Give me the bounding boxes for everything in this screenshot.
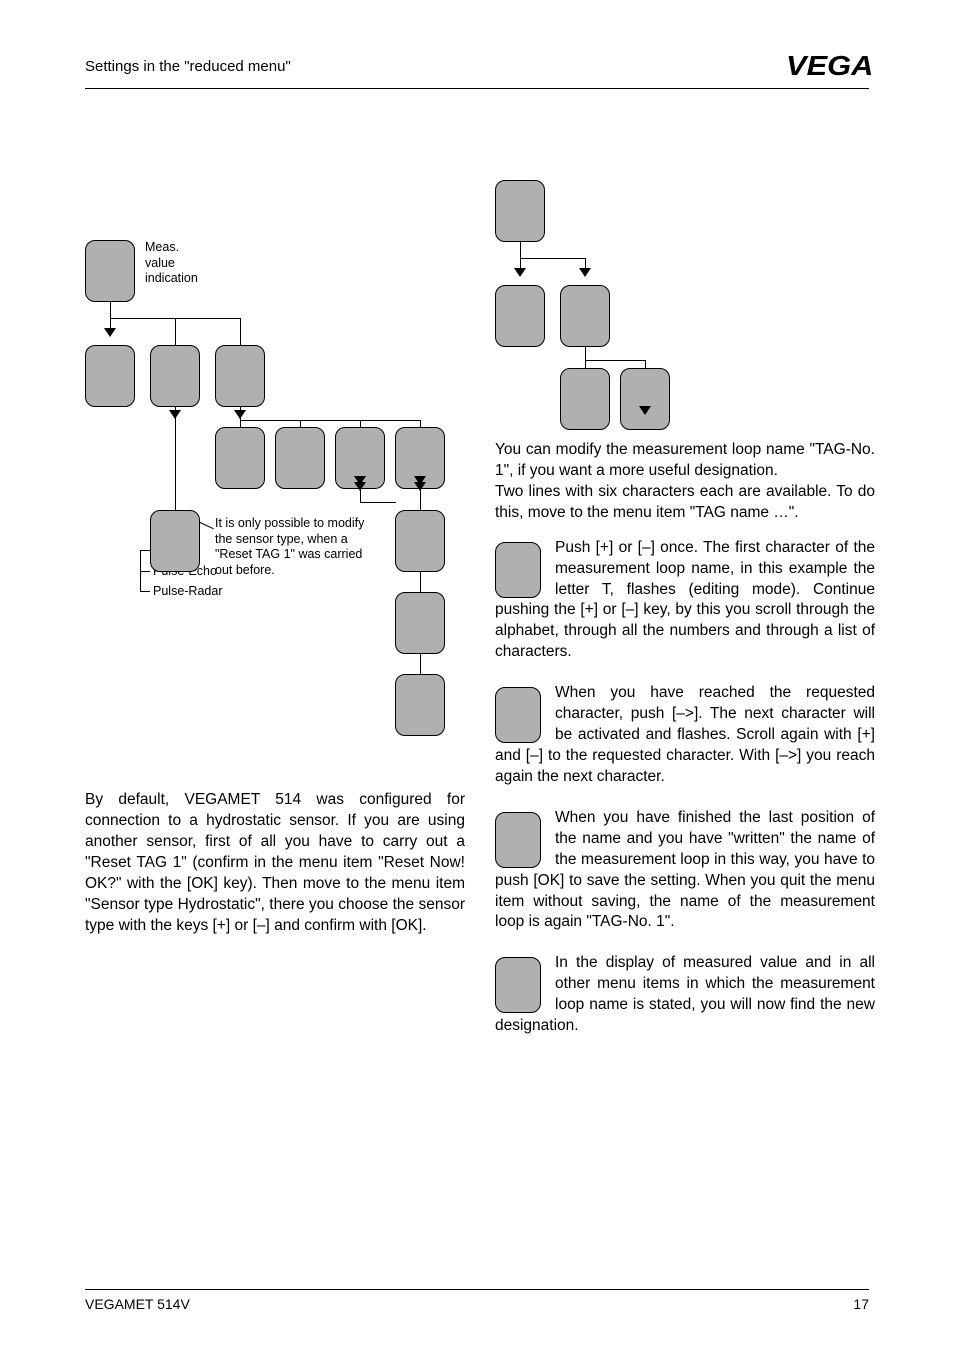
footer-left: VEGAMET 514V: [85, 1296, 190, 1312]
page-header: Settings in the "reduced menu" VEGA: [85, 50, 869, 89]
right-block-6: In the display of measured value and in …: [495, 953, 875, 1037]
right-paragraph-5: When you have finished the last position…: [495, 809, 875, 931]
flow-node: [215, 427, 265, 489]
header-title: Settings in the "reduced menu": [85, 58, 291, 75]
button-icon: [495, 812, 541, 868]
page-footer: VEGAMET 514V 17: [85, 1289, 869, 1312]
right-paragraph-6: In the display of measured value and in …: [495, 954, 875, 1034]
flow-node: [495, 285, 545, 347]
button-icon: [495, 687, 541, 743]
connector-line: [360, 489, 361, 503]
connector-line: [585, 347, 586, 368]
content-area: Meas. value indication It is only possib…: [85, 180, 869, 1272]
arrow-down-icon: [169, 410, 181, 419]
connector-line: [240, 420, 421, 421]
right-block-4: When you have reached the requested char…: [495, 683, 875, 788]
flow-node: [215, 345, 265, 407]
flow-node: [85, 240, 135, 302]
right-paragraph-1: You can modify the measurement loop name…: [495, 440, 875, 482]
arrow-down-icon: [514, 268, 526, 277]
right-paragraph-2: Two lines with six characters each are a…: [495, 482, 875, 524]
modify-note: It is only possible to modify the sensor…: [215, 516, 415, 579]
connector-line: [520, 242, 521, 270]
connector-line: [420, 572, 421, 592]
flow-node: [560, 368, 610, 430]
connector-line: [520, 258, 586, 259]
button-icon: [495, 542, 541, 598]
meas-value-label: Meas. value indication: [145, 240, 198, 287]
left-flow-diagram: Meas. value indication It is only possib…: [85, 180, 465, 750]
flow-node: [620, 368, 670, 430]
button-icon: [495, 957, 541, 1013]
right-block-3: Push [+] or [–] once. The first characte…: [495, 538, 875, 664]
right-paragraph-3: Push [+] or [–] once. The first characte…: [495, 539, 875, 661]
connector-line: [140, 550, 141, 592]
arrow-down-icon: [234, 410, 246, 419]
right-column: You can modify the measurement loop name…: [495, 180, 875, 1057]
connector-line: [360, 502, 396, 503]
right-flow-diagram: [495, 180, 875, 440]
logo: VEGA: [786, 50, 873, 82]
connector-line: [240, 318, 241, 346]
flow-node: [395, 592, 445, 654]
pulse-radar-label: Pulse-Radar: [153, 584, 222, 600]
connector-line: [110, 302, 111, 330]
connector-line: [585, 360, 646, 361]
connector-line: [140, 550, 150, 551]
footer-right: 17: [853, 1296, 869, 1312]
flow-node: [495, 180, 545, 242]
note-pointer-line: [200, 522, 214, 529]
right-paragraph-4: When you have reached the requested char…: [495, 684, 875, 785]
flow-node: [150, 510, 200, 572]
connector-line: [420, 489, 421, 510]
connector-line: [140, 591, 150, 592]
arrow-down-icon: [579, 268, 591, 277]
flow-node: [275, 427, 325, 489]
flow-node: [150, 345, 200, 407]
left-column: Meas. value indication It is only possib…: [85, 180, 465, 950]
connector-line: [420, 654, 421, 674]
arrow-down-icon: [104, 328, 116, 337]
connector-line: [140, 571, 150, 572]
flow-node: [395, 510, 445, 572]
connector-line: [175, 407, 176, 510]
right-block-5: When you have finished the last position…: [495, 808, 875, 934]
flow-node: [560, 285, 610, 347]
flow-node: [395, 674, 445, 736]
arrow-down-icon: [639, 406, 651, 415]
left-paragraph-1: By default, VEGAMET 514 was configured f…: [85, 790, 465, 936]
flow-node: [85, 345, 135, 407]
connector-line: [175, 318, 176, 346]
